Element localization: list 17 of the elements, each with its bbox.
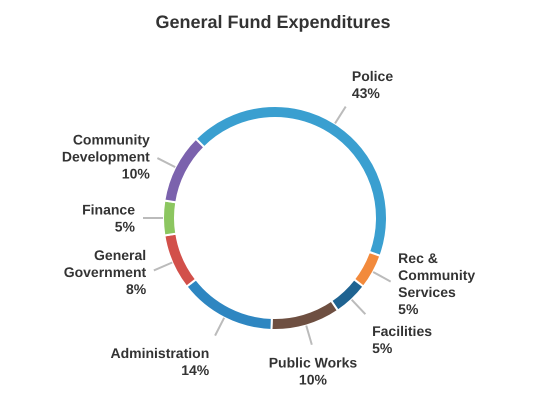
slice-label: Facilities [372,323,432,340]
slice-label: Rec & Community Services [398,250,476,300]
data-label: 43% [352,85,380,102]
chart-title: General Fund Expenditures [154,12,392,33]
data-label: 14% [181,362,210,378]
slice-label: Community Development [62,131,150,164]
data-label: 10% [122,165,150,182]
data-label: 5% [114,218,136,234]
slice-label: Public Works [268,354,358,371]
data-label: 10% [298,372,328,388]
slice-label: Finance [82,202,136,218]
data-label: 8% [126,281,147,298]
data-label: 5% [372,340,393,356]
slice-label: Police [352,68,394,84]
data-label: 5% [398,301,419,318]
slice-label: General Government [64,247,147,280]
slice-label: Administration [110,345,210,362]
